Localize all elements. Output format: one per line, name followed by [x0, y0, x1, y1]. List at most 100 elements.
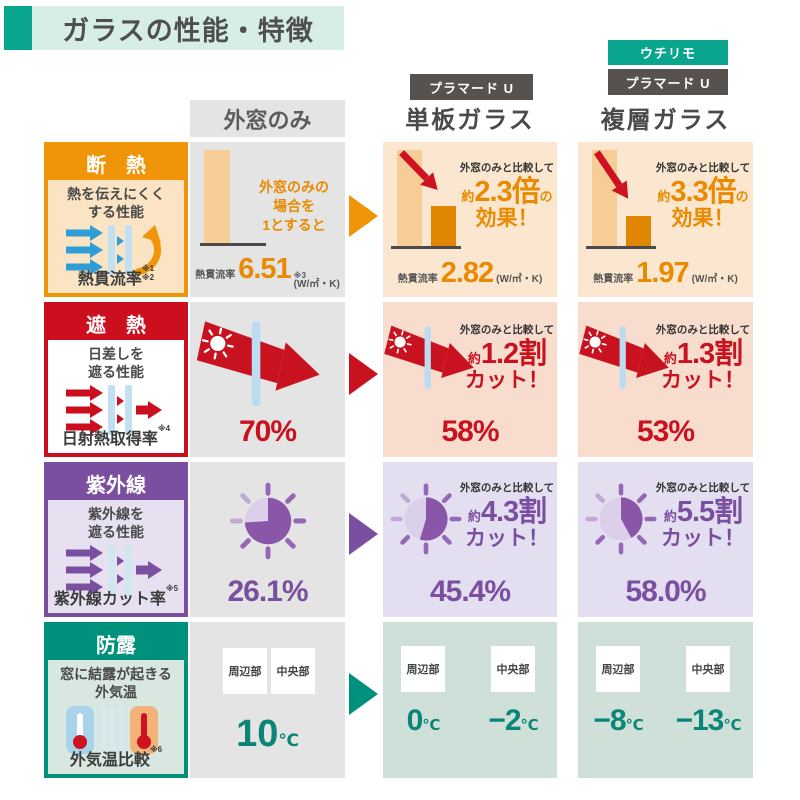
comparison-insulation-single: 外窓のみと比較して 約2.3倍の 効果！	[459, 160, 555, 232]
flow-arrow-icon-dew	[349, 673, 378, 715]
row-metric-heat-shading: 日射熱取得率 ※4	[48, 424, 184, 449]
zone-box-peripheral: 周辺部	[223, 648, 267, 694]
chart-baseline	[586, 246, 656, 249]
solar-gain-value-double: 53%	[636, 415, 695, 448]
u-value-unit: (W/㎡・K)	[496, 274, 543, 285]
comparison-highlight: 約3.3倍の	[655, 177, 751, 207]
dew-temp-number: 10	[236, 713, 279, 755]
zone-column-central: 中央部 −13℃	[672, 646, 744, 738]
dew-temp-unit: ℃	[422, 717, 440, 734]
dew-temp-number: −2	[488, 704, 521, 737]
plamado-u-badge-single-label: プラマード U	[428, 80, 514, 96]
u-value-unit: (W/㎡・K)	[293, 279, 340, 290]
row-header-insulation: 断 熱	[48, 146, 184, 180]
row-desc-line1: 紫外線を	[88, 506, 144, 522]
plamado-u-badge-single: プラマード U	[410, 74, 533, 100]
row-header-uv: 紫外線	[48, 466, 184, 500]
comparison-cut: カット！	[661, 369, 745, 393]
approx-prefix: 約	[663, 351, 677, 366]
approx-prefix: 約	[467, 509, 481, 524]
factor-suffix: の	[539, 189, 553, 204]
comparison-factor: 3.3倍	[670, 176, 736, 208]
caption-line3: 1とすると	[262, 216, 326, 233]
thermometer-comparison-icon	[66, 706, 158, 755]
comparison-effect: 効果！	[475, 207, 539, 231]
caption-line1: 外窓のみの	[259, 179, 329, 195]
comparison-cut: カット！	[465, 527, 549, 551]
row-label-heat-shading: 遮 熱 日差しを 遮る性能 日射熱取得率 ※4	[44, 302, 188, 457]
row-metric-text: 紫外線カット率	[53, 591, 166, 608]
comparison-uv-double: 外窓のみと比較して 約5.5割 カット！	[655, 480, 751, 552]
approx-prefix: 約	[663, 509, 677, 524]
approx-prefix: 約	[461, 189, 475, 204]
row-metric-text: 外気温比較	[69, 752, 150, 769]
row-header-heat-shading-text: 遮 熱	[86, 314, 146, 337]
comparison-insulation-double: 外窓のみと比較して 約3.3倍の 効果！	[655, 160, 751, 232]
factor-suffix: の	[735, 189, 749, 204]
comparison-highlight: 約1.3割	[655, 339, 751, 369]
comparison-highlight: 約2.3倍の	[459, 177, 555, 207]
cell-shading-double: 外窓のみと比較して 約1.3割 カット！ 53%	[578, 302, 753, 457]
zone-box-central: 中央部	[491, 646, 535, 692]
comparison-caption: 外窓のみと比較して	[655, 482, 751, 494]
comparison-caption: 外窓のみと比較して	[459, 324, 555, 336]
cell-dew-outer: 周辺部 中央部 10℃	[190, 622, 345, 778]
column-header-double-label: 複層ガラス	[600, 106, 731, 134]
footnote-mark-1: ※1	[141, 264, 155, 273]
sunlight-arrow-icon	[196, 320, 320, 407]
cell-shading-single: 外窓のみと比較して 約1.2割 カット！ 58%	[383, 302, 557, 457]
row-desc-insulation-line2: する性能	[88, 204, 144, 221]
flow-arrow-icon-uv	[349, 513, 378, 555]
comparison-uv-single: 外窓のみと比較して 約4.3割 カット！	[459, 480, 555, 552]
row-label-insulation-body: 熱を伝えにくく する性能 熱貫流率 ※1 ※2	[48, 180, 184, 293]
row-desc-line2: 外気温	[95, 684, 137, 701]
reduction-arrow-icon	[399, 150, 438, 190]
column-header-single-label: 単板ガラス	[405, 106, 535, 134]
zone-label-central: 中央部	[691, 664, 725, 676]
column-header-double-glass: 複層ガラス	[578, 100, 753, 134]
comparison-factor: 4.3割	[480, 496, 547, 528]
zone-box-peripheral: 周辺部	[596, 646, 640, 692]
dew-temp-number: 0	[406, 704, 424, 737]
uv-cut-value-double: 58.0%	[625, 575, 706, 608]
footnote-mark-2: ※2	[141, 272, 155, 282]
comparison-caption: 外窓のみと比較して	[655, 162, 751, 174]
u-value-number: 6.51	[238, 253, 291, 285]
bar-improved	[626, 216, 651, 246]
zone-label-peripheral: 周辺部	[228, 666, 262, 678]
zone-column-central: 中央部 −2℃	[477, 646, 549, 738]
cell-uv-single: 外窓のみと比較して 約4.3割 カット！ 45.4%	[383, 462, 557, 617]
u-value-number: 2.82	[440, 257, 494, 289]
bar-outer-reference	[204, 150, 230, 243]
plamado-u-badge-double: プラマード U	[608, 69, 728, 95]
zone-label-central: 中央部	[276, 666, 310, 678]
outer-reference-caption: 外窓のみの 場合を 1とすると	[248, 178, 340, 235]
u-value-label: 熱貫流率	[593, 274, 634, 285]
footnote-mark-6: ※6	[149, 745, 163, 754]
column-header-outer-only: 外窓のみ	[190, 100, 345, 137]
cell-insulation-double: 外窓のみと比較して 約3.3倍の 効果！ 熱貫流率 1.97 (W/㎡・K)	[578, 142, 753, 297]
zone-box-peripheral: 周辺部	[401, 646, 445, 692]
comparison-cut: カット！	[465, 369, 549, 393]
cell-insulation-single: 外窓のみと比較して 約2.3倍の 効果！ 熱貫流率 2.82 (W/㎡・K)	[383, 142, 557, 297]
comparison-effect: 効果！	[671, 207, 735, 231]
footnote-mark-5: ※5	[165, 584, 179, 593]
bar-improved	[431, 206, 456, 246]
dew-temp-peripheral: −8℃	[593, 704, 643, 738]
dew-temp-number: −13	[675, 704, 724, 737]
comparison-shading-single: 外窓のみと比較して 約1.2割 カット！	[459, 322, 555, 394]
chart-baseline	[200, 243, 266, 246]
page-title: ガラスの性能・特徴	[32, 6, 344, 50]
row-header-uv-text: 紫外線	[86, 474, 146, 497]
u-value-unit: (W/㎡・K)	[691, 274, 738, 285]
cell-uv-outer: 26.1%	[190, 462, 345, 617]
plamado-u-badge-double-label: プラマード U	[625, 75, 711, 91]
u-value-single: 熱貫流率 2.82 (W/㎡・K)	[383, 257, 557, 290]
dew-temp-central: −2℃	[488, 704, 538, 738]
flow-arrow-icon-insulation	[349, 195, 378, 237]
column-header-outer-label: 外窓のみ	[223, 107, 312, 133]
u-value-number: 1.97	[636, 257, 689, 289]
row-desc-line2: 遮る性能	[88, 524, 144, 541]
row-desc-line1: 窓に結露が起きる	[60, 666, 172, 682]
zone-label-peripheral: 周辺部	[601, 664, 635, 676]
